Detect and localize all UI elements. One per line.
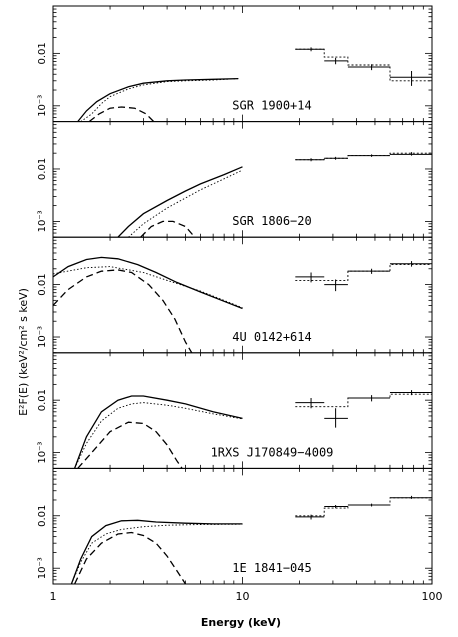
y-axis-label: E²F(E) (keV²/cm² s keV)	[17, 288, 30, 416]
y-tick-label: 0.01	[37, 158, 48, 180]
model-histogram	[295, 48, 432, 82]
powerlaw-curve	[128, 169, 243, 238]
y-tick-label: 0.01	[37, 505, 48, 527]
blackbody-curve	[88, 106, 155, 122]
x-tick-label: 1	[50, 590, 57, 603]
x-axis: 1 10 100	[50, 590, 443, 603]
panel-1: 10⁻³ 0.01 SGR 1806−20	[37, 121, 433, 238]
blackbody-curve	[53, 269, 193, 353]
panel-label: SGR 1806−20	[232, 214, 311, 228]
panel-curves	[117, 152, 432, 238]
model-histogram	[295, 393, 432, 408]
y-tick-label: 0.01	[37, 273, 48, 295]
panel-label: SGR 1900+14	[232, 99, 311, 113]
panel-4: 10⁻³ 0.01 1E 1841−045	[37, 467, 433, 585]
panel-3: 10⁻³ 0.01 1RXS J170849−4009	[37, 352, 433, 469]
y-tick-label: 10⁻³	[37, 210, 48, 232]
panel-curves	[70, 495, 432, 584]
model-histogram	[295, 497, 432, 517]
model-histogram	[295, 264, 432, 281]
powerlaw-curve	[53, 266, 243, 309]
panel-label: 1E 1841−045	[232, 561, 311, 575]
total-model-curve	[70, 519, 243, 584]
blackbody-curve	[140, 220, 196, 238]
x-tick-label: 100	[422, 590, 443, 603]
y-tick-label: 10⁻³	[37, 326, 48, 348]
powerlaw-curve	[74, 402, 243, 469]
y-tick-label: 10⁻³	[37, 557, 48, 579]
panel-curves	[77, 47, 432, 122]
y-tick-label: 0.01	[37, 42, 48, 64]
blackbody-curve	[77, 421, 183, 469]
total-model-curve	[73, 395, 243, 469]
model-histogram	[295, 152, 432, 161]
x-axis-label: Energy (keV)	[201, 616, 281, 629]
blackbody-curve	[74, 531, 187, 584]
x-tick-label: 10	[236, 590, 250, 603]
panel-label: 1RXS J170849−4009	[211, 445, 334, 459]
y-tick-label: 10⁻³	[37, 442, 48, 464]
total-model-curve	[77, 77, 239, 122]
total-model-curve	[53, 256, 243, 310]
y-tick-label: 0.01	[37, 389, 48, 411]
panel-0: 10⁻³ 0.01 SGR 1900+14	[37, 5, 433, 123]
panel-2: 10⁻³ 0.01 4U 0142+614	[37, 236, 433, 354]
total-model-curve	[117, 166, 243, 238]
panel-curves	[53, 256, 432, 353]
panel-curves	[73, 390, 432, 469]
powerlaw-curve	[80, 78, 239, 122]
panel-label: 4U 0142+614	[232, 330, 311, 344]
y-tick-label: 10⁻³	[37, 95, 48, 117]
